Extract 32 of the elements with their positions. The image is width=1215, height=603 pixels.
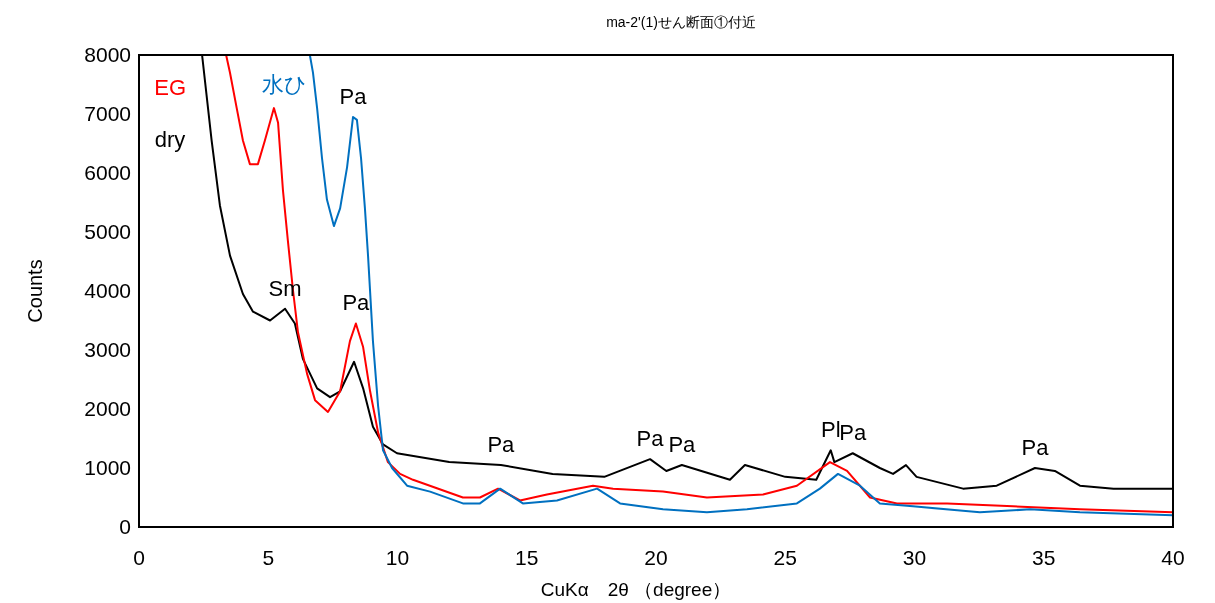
series-label: 水ひ <box>262 72 308 98</box>
x-tick-label: 15 <box>515 546 539 569</box>
annotation: Pl <box>820 417 841 443</box>
y-tick-label: 0 <box>119 515 131 538</box>
x-tick-label: 40 <box>1161 546 1185 569</box>
y-tick-label: 1000 <box>84 456 131 479</box>
annotation: Pa <box>1021 435 1050 460</box>
y-tick-label: 6000 <box>84 161 131 184</box>
y-tick-label: 7000 <box>84 102 131 125</box>
x-tick-label: 10 <box>385 546 410 569</box>
annotation: Pa <box>487 432 516 458</box>
x-tick-label: 20 <box>644 546 668 569</box>
y-tick-label: 8000 <box>84 43 131 66</box>
x-tick-label: 30 <box>902 546 927 569</box>
annotation: Pa <box>839 420 867 446</box>
y-tick-label: 3000 <box>84 338 131 361</box>
x-axis-title: CuKα 2θ （degree） <box>540 579 732 600</box>
y-tick-label: 5000 <box>84 220 131 243</box>
x-tick-label: 0 <box>133 546 145 569</box>
x-tick-label: 35 <box>1032 546 1056 569</box>
y-tick-label: 2000 <box>84 397 131 420</box>
chart-title: ma-2'(1)せん断面①付近 <box>606 14 756 30</box>
series-label: EG <box>154 74 187 100</box>
series-label: dry <box>154 127 186 153</box>
y-tick-label: 4000 <box>84 279 131 302</box>
x-tick-label: 5 <box>262 546 275 569</box>
y-axis-title: Counts <box>24 259 46 323</box>
annotation: Pa <box>668 432 697 458</box>
annotation: Pa <box>636 426 665 452</box>
annotation: Pa <box>342 290 371 316</box>
x-tick-label: 25 <box>773 546 797 569</box>
annotation: Pa <box>339 83 368 109</box>
